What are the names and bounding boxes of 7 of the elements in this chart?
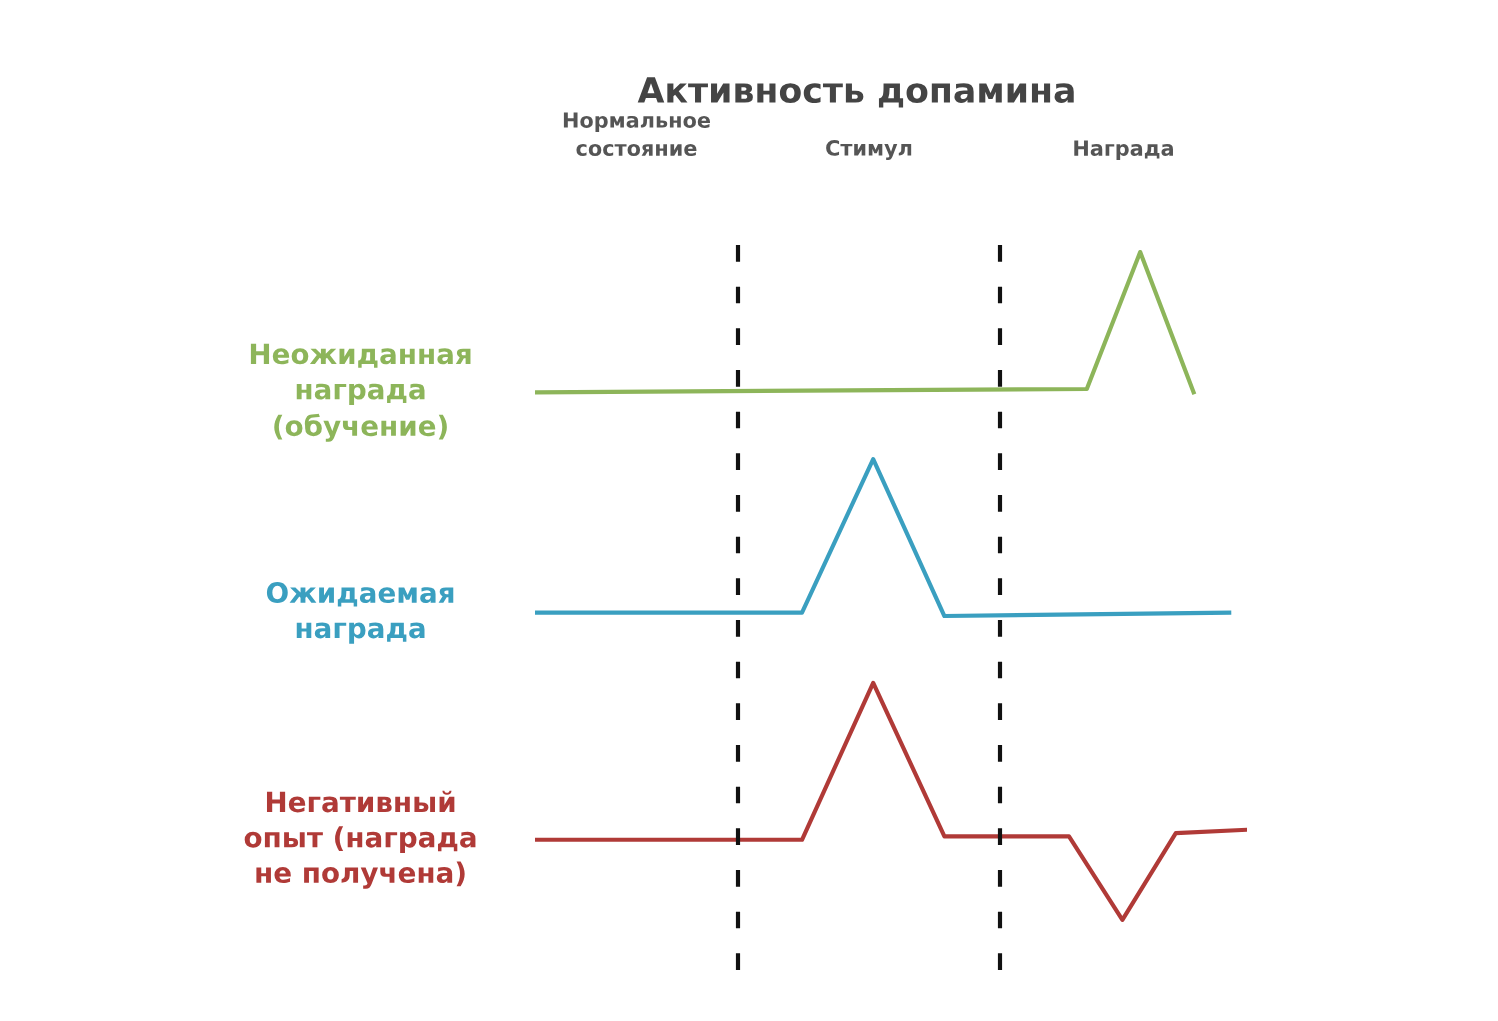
text: Стимул — [826, 140, 912, 160]
text: Награда — [1074, 140, 1173, 160]
chart-title: Активность допамина — [637, 77, 1074, 108]
text: Негативный опыт (награда не получена) — [244, 790, 476, 889]
text: Неожиданная награда (обучение) — [250, 343, 471, 442]
text: Ожидаемая награда — [266, 582, 454, 644]
text: Нормальное состояние — [563, 112, 710, 156]
